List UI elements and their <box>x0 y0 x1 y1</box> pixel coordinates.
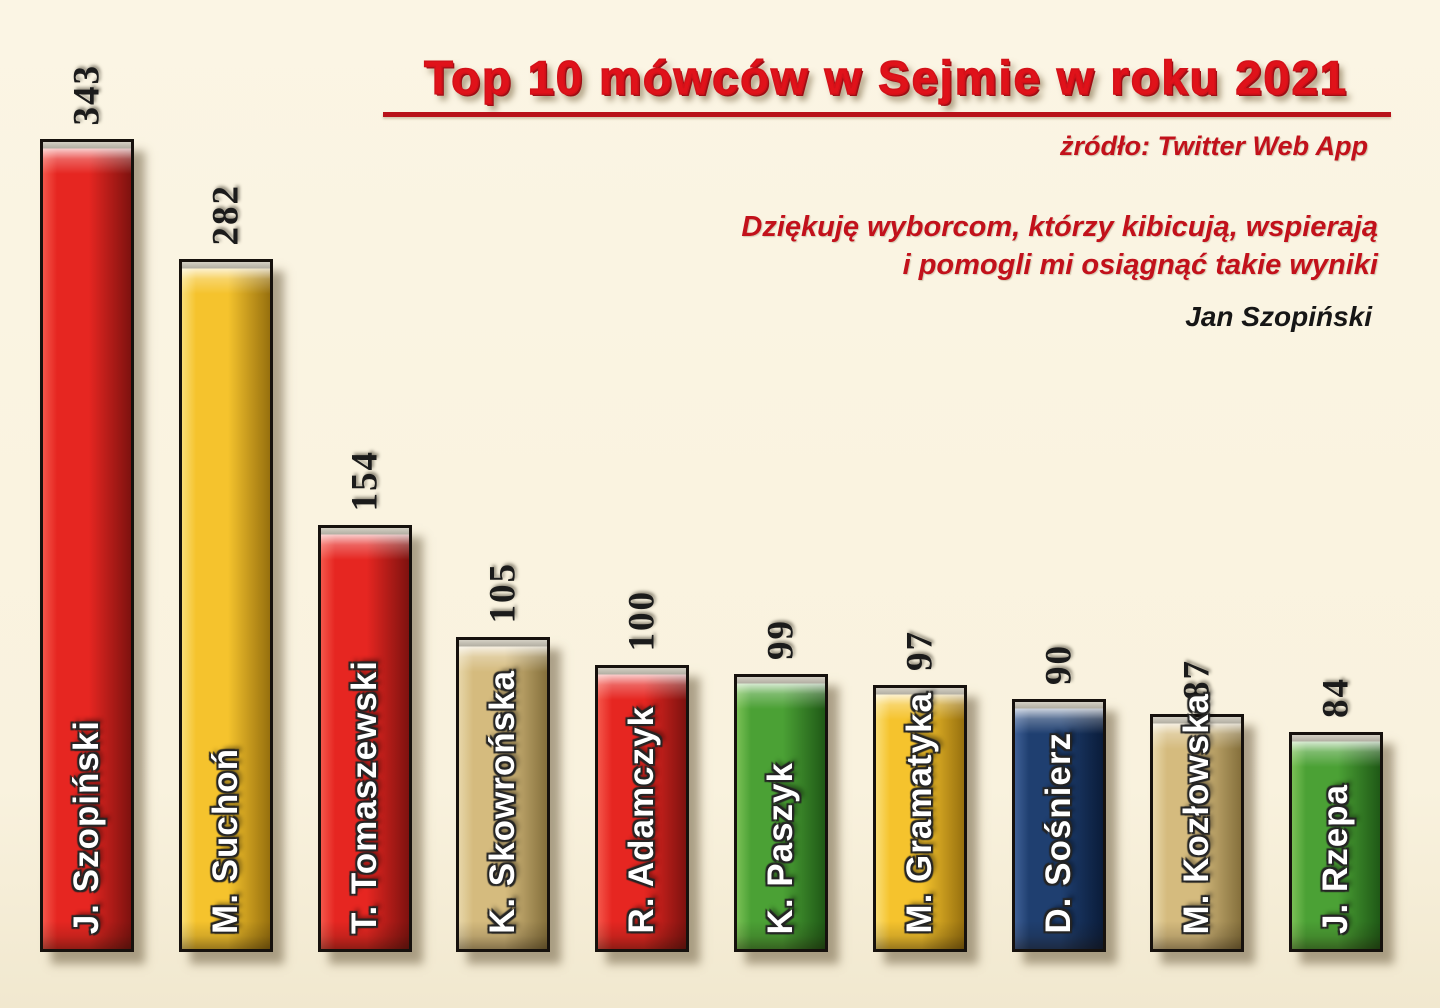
bar-value-label: 97 <box>899 630 941 671</box>
bar: 282 M. Suchoń <box>179 184 273 952</box>
bar-category-label: J. Rzepa <box>1316 784 1355 934</box>
bar-category-label: D. Sośnierz <box>1039 732 1078 934</box>
bar-rect: K. Skowrońska <box>456 637 550 952</box>
bar-value-label: 105 <box>482 561 524 624</box>
chart-title: Top 10 mówców w Sejmie w roku 2021 <box>423 50 1348 105</box>
bar: 87 M. Kozłowska <box>1150 659 1244 952</box>
bar-category-label: M. Suchoń <box>206 748 245 934</box>
bar: 100 R. Adamczyk <box>595 590 689 952</box>
bar-value-label: 100 <box>621 589 663 652</box>
quote-line-1: Dziękuję wyborcom, którzy kibicują, wspi… <box>741 211 1378 243</box>
source-caption: żródło: Twitter Web App <box>1060 131 1368 161</box>
quote-attribution: Jan Szopiński <box>1185 301 1372 332</box>
bar-value-label: 343 <box>66 63 108 126</box>
bar-category-label: K. Paszyk <box>761 761 800 934</box>
bar-category-label: R. Adamczyk <box>622 706 661 934</box>
bar: 84 J. Rzepa <box>1289 677 1383 952</box>
bar-rect: R. Adamczyk <box>595 665 689 952</box>
bar-value-label: 84 <box>1315 677 1357 718</box>
bar-rect: J. Rzepa <box>1289 732 1383 952</box>
bar-category-label: T. Tomaszewski <box>345 659 384 934</box>
bar-rect: M. Suchoń <box>179 259 273 952</box>
bar: 343 J. Szopiński <box>40 64 134 952</box>
bar-rect: D. Sośnierz <box>1012 699 1106 952</box>
bar-rect: K. Paszyk <box>734 674 828 952</box>
bar-category-label: J. Szopiński <box>67 719 106 934</box>
bar-category-label: K. Skowrońska <box>483 670 522 934</box>
quote-block: Dziękuję wyborcom, którzy kibicują, wspi… <box>741 208 1378 284</box>
bar: 97 M. Gramatyka <box>873 630 967 952</box>
bar: 99 K. Paszyk <box>734 619 828 952</box>
bar-category-label: M. Gramatyka <box>900 692 939 934</box>
title-underline <box>383 112 1391 117</box>
quote-line-2: i pomogli mi osiągnąć takie wyniki <box>902 249 1378 281</box>
bar-value-label: 90 <box>1038 644 1080 685</box>
bar-rect: T. Tomaszewski <box>318 525 412 952</box>
bar-category-label: M. Kozłowska <box>1177 692 1216 934</box>
bar-rect: M. Gramatyka <box>873 685 967 952</box>
bar-rect: J. Szopiński <box>40 139 134 952</box>
bar-value-label: 282 <box>205 183 247 246</box>
bar: 154 T. Tomaszewski <box>318 450 412 952</box>
bar-value-label: 154 <box>344 449 386 512</box>
bar: 105 K. Skowrońska <box>456 562 550 952</box>
bar-value-label: 99 <box>760 619 802 660</box>
bar-rect: M. Kozłowska <box>1150 693 1244 952</box>
bar: 90 D. Sośnierz <box>1012 644 1106 952</box>
